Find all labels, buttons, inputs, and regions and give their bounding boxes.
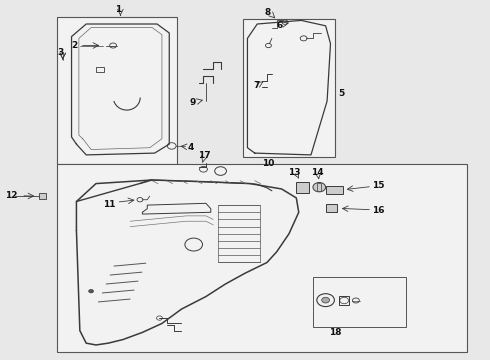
Text: 12: 12 [5,191,18,200]
Text: 7: 7 [253,81,260,90]
Bar [318,183,321,192]
Text: 6: 6 [276,21,282,30]
Text: 15: 15 [372,180,385,189]
Text: 18: 18 [329,328,342,337]
Text: 10: 10 [262,159,274,168]
Bar [339,296,349,305]
Bar [218,205,260,262]
Text: 2: 2 [71,41,77,50]
Bar [39,193,46,199]
Text: 17: 17 [197,152,210,161]
Text: 8: 8 [265,8,271,17]
Text: 4: 4 [187,143,194,152]
Bar [314,277,406,327]
Bar [243,19,335,157]
Text: 16: 16 [372,206,385,215]
Bar [296,182,309,193]
Bar [96,67,104,72]
Text: 1: 1 [115,5,121,14]
Text: 11: 11 [103,200,116,209]
Bar [57,164,467,352]
Text: 13: 13 [288,168,300,177]
Text: 5: 5 [338,89,344,98]
Circle shape [313,183,326,192]
Text: 9: 9 [190,98,196,107]
Bar [57,17,176,164]
Circle shape [322,297,330,303]
Text: 14: 14 [311,168,323,177]
Bar [326,186,343,194]
Text: 3: 3 [58,48,64,57]
Bar [326,204,337,212]
Circle shape [89,289,94,293]
